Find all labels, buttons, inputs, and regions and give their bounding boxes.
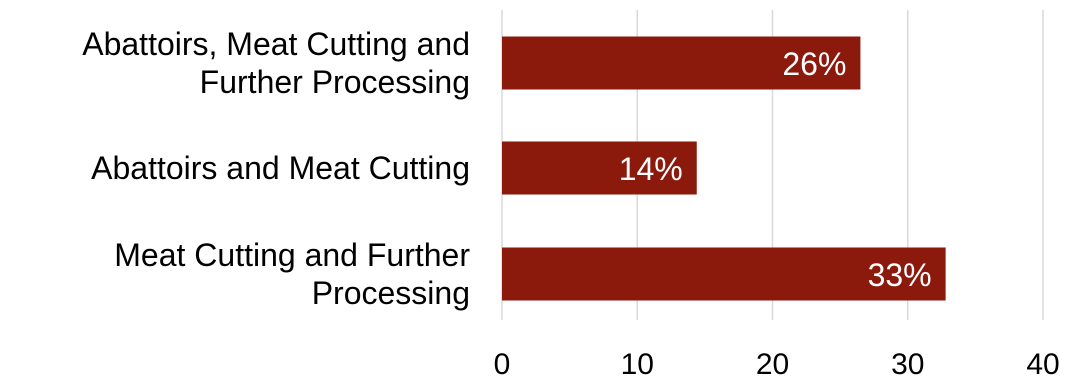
bar-2	[502, 247, 946, 301]
x-tick-label-1: 10	[620, 348, 654, 381]
x-tick-label-2: 20	[755, 348, 790, 381]
x-tick-label-4: 40	[1026, 348, 1060, 381]
category-label-1: Abattoirs and Meat Cutting	[91, 150, 470, 186]
category-label-0: Abattoirs, Meat Cutting and Further Proc…	[82, 26, 470, 100]
bar-0	[502, 36, 861, 90]
x-tick-label-0: 0	[493, 348, 511, 381]
x-tick-label-3: 30	[891, 348, 925, 381]
bar-1	[502, 141, 697, 195]
bar-label-2: 33%	[868, 257, 932, 293]
bar-label-0: 26%	[782, 46, 846, 82]
category-label-2: Meat Cutting and Further Processing	[114, 237, 470, 311]
bar-label-1: 14%	[619, 151, 683, 187]
